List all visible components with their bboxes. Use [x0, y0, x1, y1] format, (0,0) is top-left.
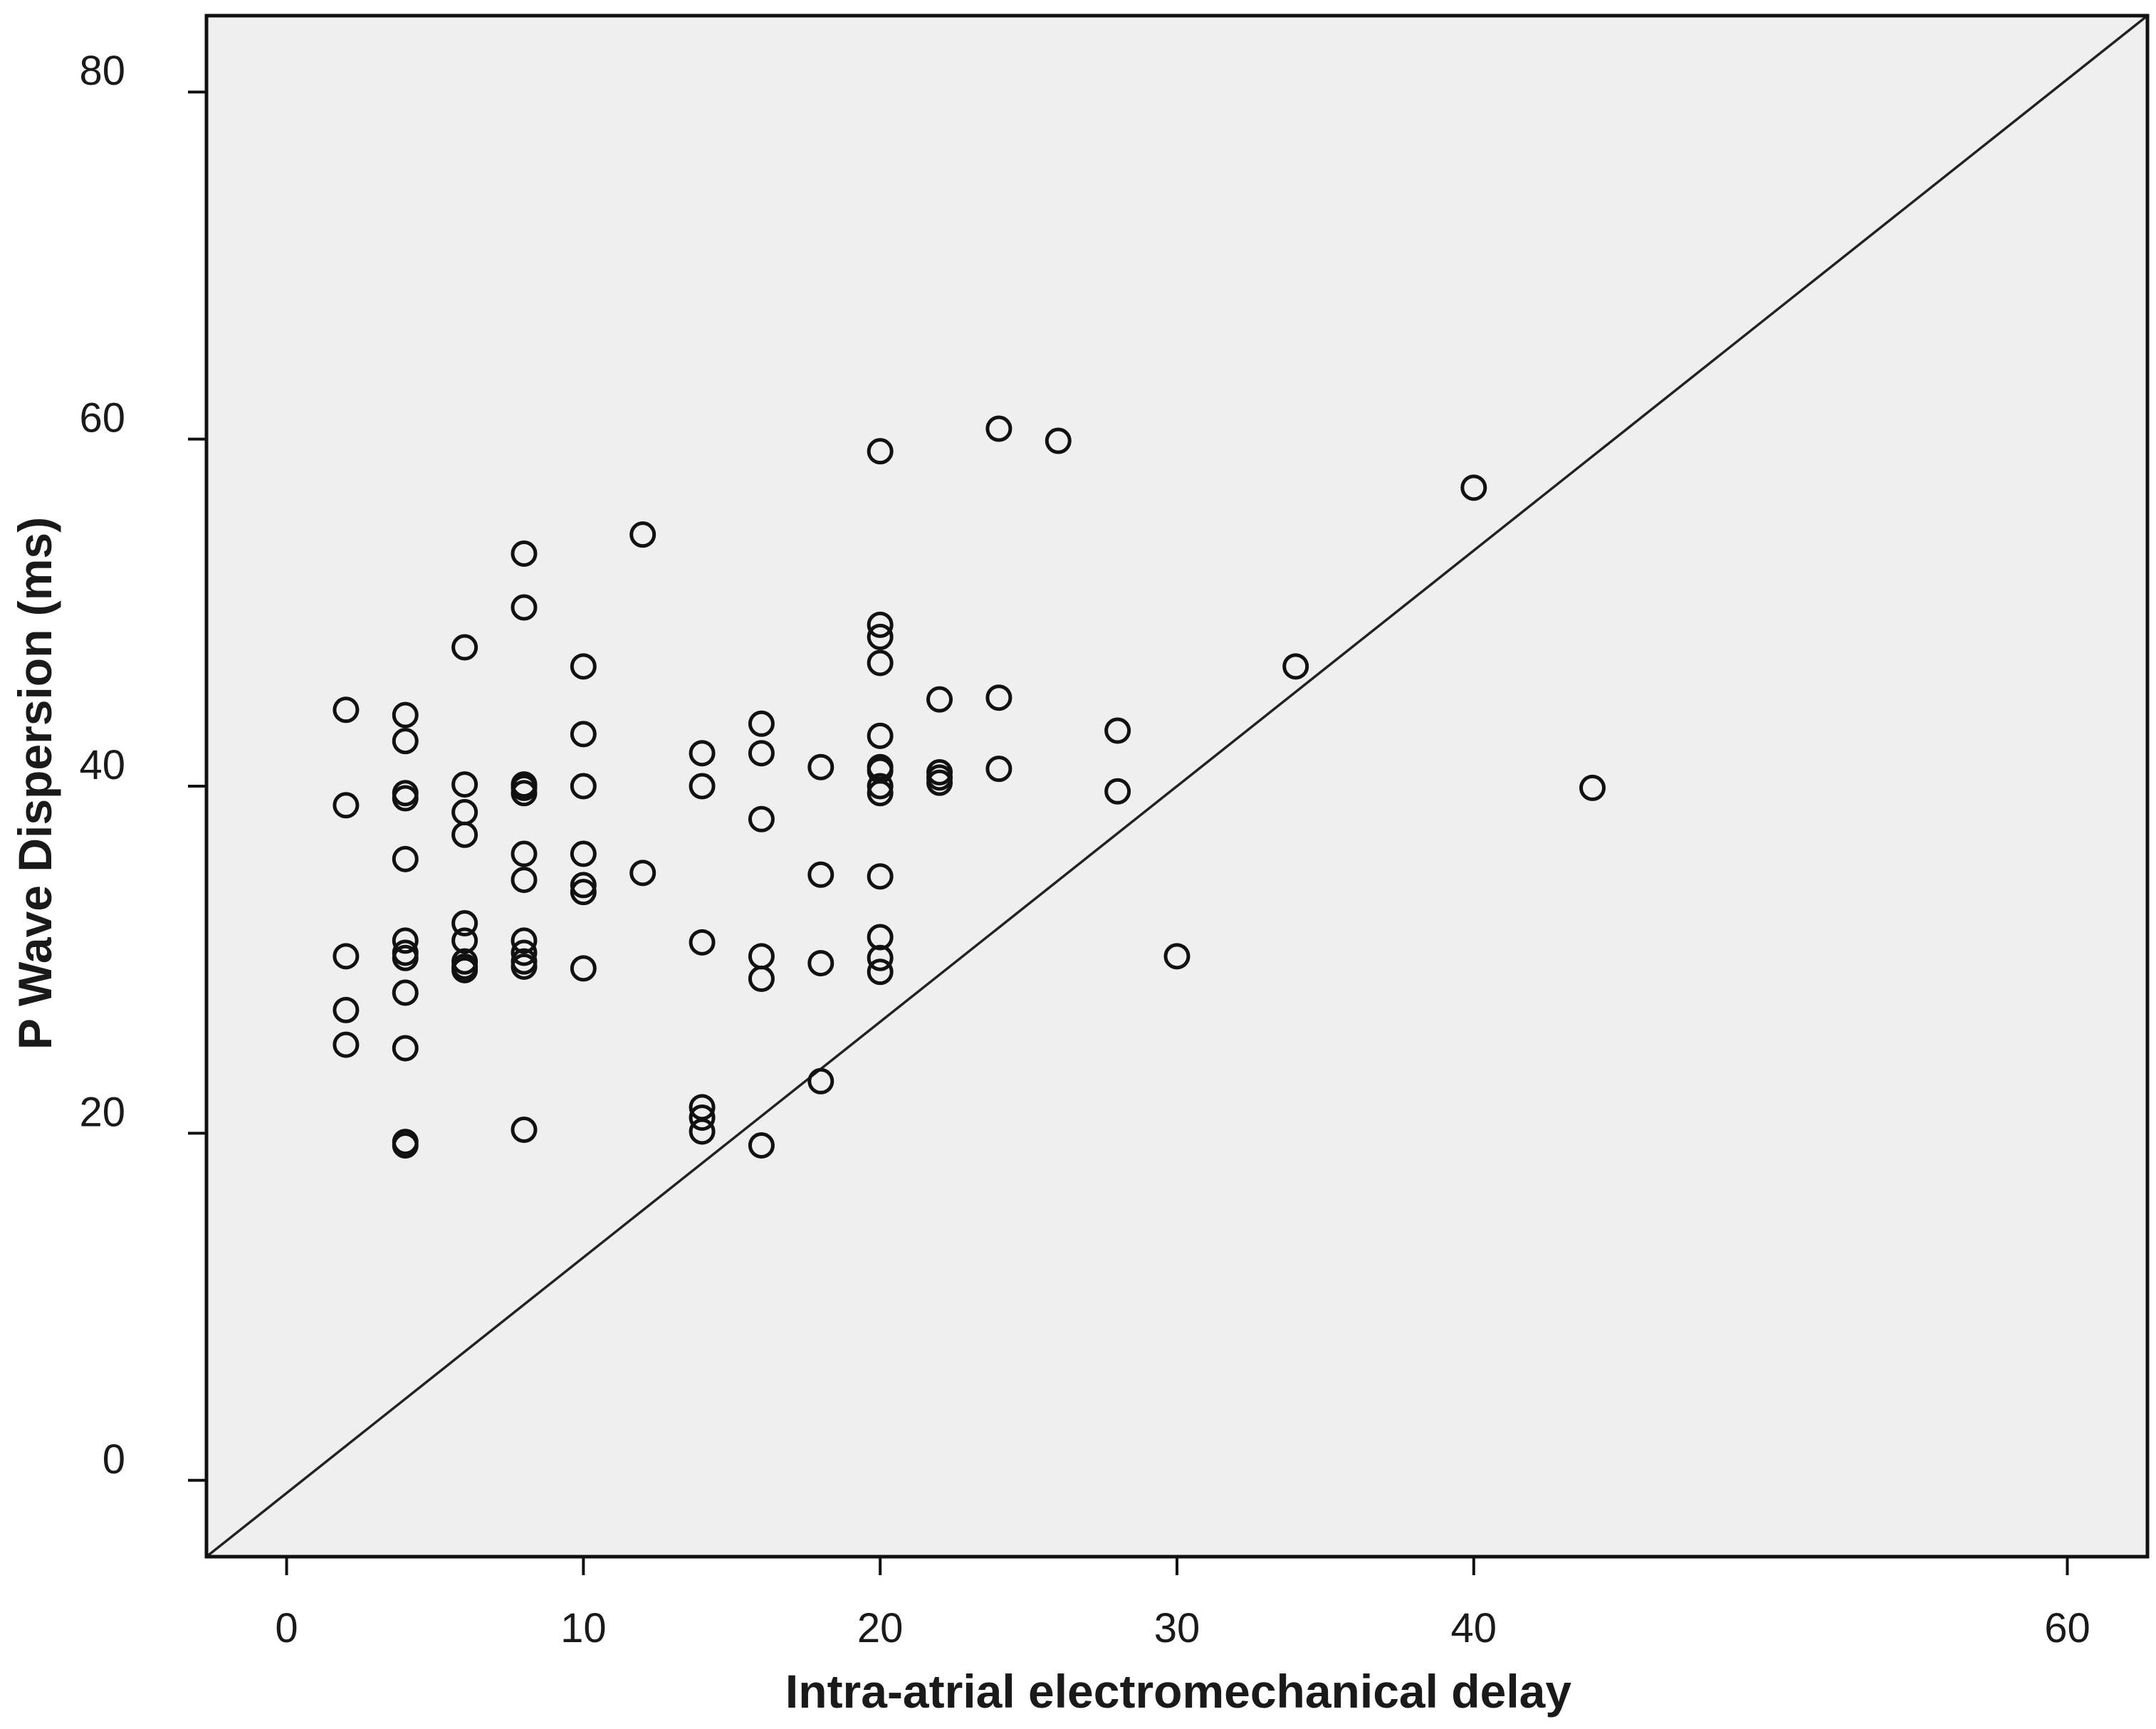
x-tick-label-20: 20 — [857, 1605, 904, 1651]
data-point-81 — [985, 415, 1012, 442]
x-axis: 0 10 20 30 40 60 — [275, 1557, 2090, 1651]
data-point-67 — [867, 649, 894, 677]
data-point-45 — [570, 955, 597, 982]
data-point-76 — [867, 958, 894, 986]
data-point-14 — [392, 979, 419, 1006]
data-point-80 — [926, 769, 953, 796]
x-tick-label-0: 0 — [275, 1605, 298, 1651]
data-point-34 — [511, 927, 538, 954]
data-point-72 — [867, 780, 894, 807]
data-point-21 — [451, 821, 478, 848]
x-tick-label-30: 30 — [1154, 1605, 1200, 1651]
data-point-68 — [867, 722, 894, 749]
data-point-7 — [392, 728, 419, 755]
data-point-32 — [511, 840, 538, 867]
data-point-75 — [867, 944, 894, 971]
data-point-71 — [867, 773, 894, 800]
y-axis-title: P Wave Dispersion (ms) — [9, 517, 61, 1050]
x-tick-label-60: 60 — [2044, 1605, 2090, 1651]
data-point-1 — [333, 696, 360, 724]
data-point-27 — [511, 540, 538, 567]
data-point-82 — [985, 684, 1012, 711]
data-point-4 — [333, 996, 360, 1023]
y-tick-label-80: 80 — [79, 48, 125, 94]
data-point-64 — [867, 438, 894, 465]
data-point-55 — [748, 740, 775, 767]
data-point-15 — [392, 1035, 419, 1062]
data-point-83 — [985, 756, 1012, 783]
data-point-26 — [451, 956, 478, 983]
y-tick-label-20: 20 — [79, 1089, 125, 1135]
data-point-19 — [451, 771, 478, 798]
y-axis: 0 20 40 60 80 — [79, 48, 206, 1483]
data-point-74 — [867, 924, 894, 951]
data-point-3 — [333, 943, 360, 970]
data-point-60 — [807, 753, 834, 780]
data-point-6 — [392, 701, 419, 728]
data-point-61 — [807, 861, 834, 888]
data-point-47 — [629, 860, 656, 887]
data-point-40 — [570, 721, 597, 748]
data-point-37 — [511, 953, 538, 980]
data-point-44 — [570, 879, 597, 906]
data-point-23 — [451, 927, 478, 954]
data-point-58 — [748, 966, 775, 992]
data-point-35 — [511, 939, 538, 966]
data-point-86 — [1104, 778, 1131, 805]
data-point-39 — [570, 653, 597, 680]
x-tick-label-10: 10 — [560, 1605, 607, 1651]
data-point-41 — [570, 773, 597, 800]
data-point-49 — [689, 773, 716, 800]
data-point-42 — [570, 840, 597, 867]
data-point-28 — [511, 594, 538, 621]
data-point-50 — [689, 929, 716, 956]
data-point-9 — [392, 785, 419, 812]
y-tick-label-40: 40 — [79, 742, 125, 788]
y-tick-label-0: 0 — [103, 1436, 125, 1483]
data-point-62 — [807, 950, 834, 977]
data-point-33 — [511, 867, 538, 894]
data-point-38 — [511, 1117, 538, 1144]
data-point-89 — [1460, 474, 1487, 501]
data-point-46 — [629, 521, 656, 548]
data-point-73 — [867, 863, 894, 890]
data-point-13 — [392, 944, 419, 971]
data-point-63 — [807, 1067, 834, 1095]
data-point-43 — [570, 872, 597, 899]
data-point-90 — [1579, 774, 1606, 801]
data-point-2 — [333, 792, 360, 819]
data-point-17 — [392, 1132, 419, 1159]
data-point-59 — [748, 1132, 775, 1159]
data-point-48 — [689, 740, 716, 767]
data-point-87 — [1163, 943, 1190, 970]
y-tick-label-60: 60 — [79, 395, 125, 442]
data-point-77 — [926, 686, 953, 713]
data-point-31 — [511, 780, 538, 807]
points-layer — [333, 415, 1606, 1159]
data-point-10 — [392, 845, 419, 872]
data-point-22 — [451, 910, 478, 937]
x-axis-title: Intra-atrial electromechanical delay — [785, 1665, 1571, 1718]
data-point-56 — [748, 805, 775, 832]
reference-line — [205, 14, 2149, 1558]
data-point-52 — [689, 1104, 716, 1131]
data-point-85 — [1104, 717, 1131, 744]
data-point-66 — [867, 623, 894, 650]
data-point-65 — [867, 611, 894, 638]
data-point-84 — [1045, 427, 1072, 454]
data-point-53 — [689, 1118, 716, 1145]
x-tick-label-40: 40 — [1451, 1605, 1497, 1651]
data-point-11 — [392, 927, 419, 954]
data-point-18 — [451, 634, 478, 661]
data-point-54 — [748, 710, 775, 737]
data-point-5 — [333, 1031, 360, 1058]
data-point-88 — [1282, 653, 1309, 680]
